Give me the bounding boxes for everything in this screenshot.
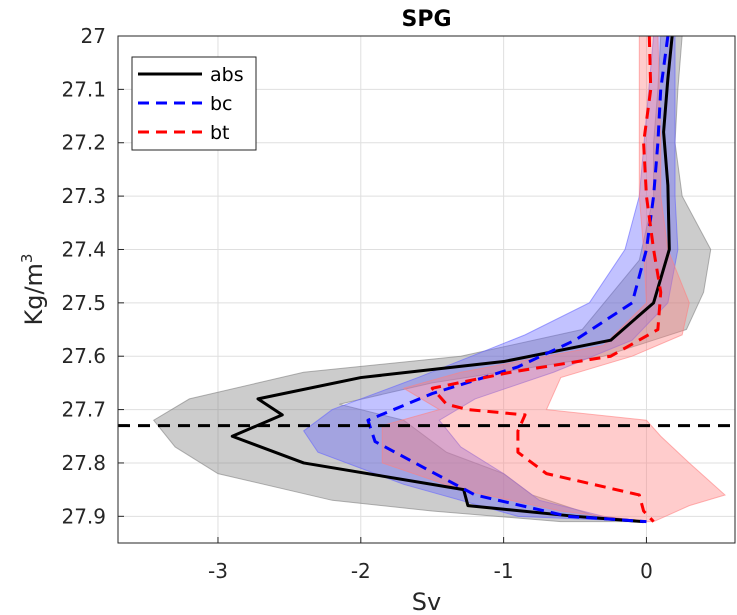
legend-label-abs: abs <box>210 64 244 86</box>
x-tick-label: -1 <box>494 559 514 583</box>
y-tick-label: 27.7 <box>61 398 106 422</box>
y-tick-label: 27.5 <box>61 291 106 315</box>
y-axis-label-base: Kg/m <box>20 263 48 325</box>
axes-box <box>117 35 736 544</box>
x-tick-label: -2 <box>351 559 371 583</box>
y-tick-label: 27.9 <box>61 504 106 528</box>
legend-label-bc: bc <box>210 93 233 115</box>
legend: abs bc bt <box>131 56 257 151</box>
y-tick-label: 27 <box>81 24 106 48</box>
y-tick-label: 27.1 <box>61 77 106 101</box>
y-tick-label: 27.4 <box>61 237 106 261</box>
y-tick-label: 27.2 <box>61 131 106 155</box>
x-tick-label: -3 <box>208 559 228 583</box>
y-ticks: 27 27.1 27.2 27.3 27.4 27.5 27.6 27.7 27.8 27.9 <box>61 24 124 528</box>
y-axis-label: Kg/m3 <box>18 254 48 326</box>
x-tick-label: 0 <box>640 559 653 583</box>
legend-label-bt: bt <box>210 122 230 144</box>
line-bt <box>430 35 663 523</box>
shaded-bands <box>152 35 727 523</box>
y-tick-label: 27.3 <box>61 184 106 208</box>
series-lines <box>230 35 674 524</box>
chart-title: SPG <box>401 7 451 32</box>
x-ticks: -3 -2 -1 0 <box>208 537 653 583</box>
y-tick-label: 27.6 <box>61 344 106 368</box>
y-axis-label-superscript: 3 <box>18 254 36 264</box>
line-bc <box>366 35 670 524</box>
line-abs <box>230 35 674 524</box>
x-axis-label: Sv <box>412 588 441 615</box>
y-tick-label: 27.8 <box>61 451 106 475</box>
